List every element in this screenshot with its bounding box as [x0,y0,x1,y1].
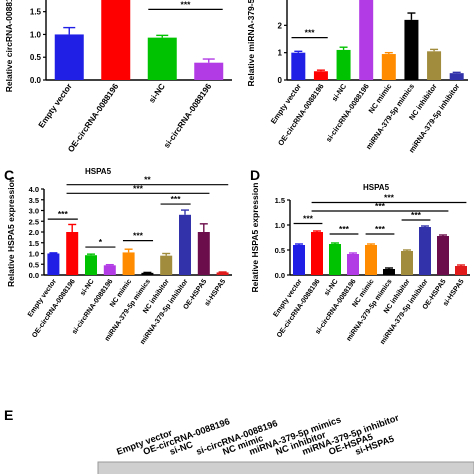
bar [293,245,305,275]
bar [427,51,442,80]
significance-label: *** [375,224,386,234]
bar [359,0,374,80]
y-tick-label: 0.5 [275,246,285,255]
bar [103,265,116,275]
panel-letter: C [4,167,14,183]
x-tick-label: si-circRNA-0088196 [324,82,371,144]
y-tick-label: 1.5 [30,8,42,17]
bar [401,251,413,275]
bar [47,253,60,275]
x-tick-label: si-NC [147,82,167,105]
bar [329,244,341,275]
y-tick-label: 1 [278,49,283,58]
y-axis-label: Relative circRNA-0088196 [4,0,14,92]
y-tick-label: 1.0 [29,250,39,259]
bar [455,266,467,275]
bar [313,71,328,80]
significance-label: *** [303,214,314,224]
bar [197,232,210,275]
y-tick-label: 3.5 [29,196,39,205]
chart-hspa5-c: 0.0 0.51.0 1.5 2.0 2.53.0 3.5 4.0 Relative HSPA… [4,167,232,346]
bar [449,73,464,80]
significance-label: *** [181,0,192,9]
y-tick-label: 3.0 [29,207,39,216]
bar [291,52,306,80]
bar [383,269,395,275]
bar [336,49,351,80]
y-tick-label: 0.0 [29,271,39,280]
bar [347,254,359,275]
y-tick-label: 2.0 [29,228,39,237]
bar [365,245,377,275]
bar [160,255,173,275]
x-tick-label: OE-circRNA-0088196 [66,82,120,154]
y-axis-label: Relative HSPA5 expression [6,177,16,287]
blot-membrane [97,461,474,474]
significance-label: *** [133,231,144,241]
y-tick-label: 0.0 [30,76,42,85]
significance-label: *** [171,194,182,204]
significance-label: *** [411,210,422,220]
significance-label: *** [375,201,386,211]
x-tick-label: si-NC [323,278,339,297]
significance-label: * [99,237,103,247]
significance-label: *** [133,183,144,193]
y-tick-label: 0.0 [275,271,285,280]
bar [101,0,131,80]
bar [437,236,449,275]
x-tick-label: si-NC [330,81,349,103]
bar [54,34,84,80]
x-tick-label: si-circRNA-0088196 [71,278,114,336]
y-tick-label: 1.5 [275,196,285,205]
bar [311,232,323,275]
bar [122,252,135,275]
bar [179,214,191,275]
bar [381,54,396,80]
significance-label: *** [58,209,69,219]
bar [216,272,229,275]
bar [85,255,97,275]
bar [141,272,154,275]
chart-title: HSPA5 [85,167,112,176]
panel-letter: E [4,407,13,423]
chart-circrna: 0.0 0.5 1.0 1.5 Relative circRNA-0088196 Empt… [4,0,232,154]
x-tick-label: si-NC [79,278,95,297]
y-tick-label: 0 [278,76,283,85]
significance-label: *** [305,28,316,38]
y-tick-label: 0.5 [30,53,42,62]
y-tick-label: 2 [278,21,283,30]
bar [419,227,431,275]
chart-title: HSPA5 [363,183,390,192]
x-tick-label: si-circRNA-0088196 [162,82,213,150]
y-tick-label: 1.5 [29,239,39,248]
x-tick-label: Empty vector [37,81,75,129]
significance-label: ** [144,175,151,185]
y-axis-label: Relative HSPA5 expression [250,183,260,293]
significance-label: *** [384,193,395,203]
bar [194,62,224,80]
bar [147,37,177,80]
y-tick-label: 2.5 [29,217,39,226]
y-axis-label: Relative miRNA-379-5p [246,0,256,87]
bar [404,19,419,80]
y-tick-label: 4.0 [29,185,39,194]
y-tick-label: 1.0 [275,221,285,230]
panel-letter: D [250,167,260,183]
significance-label: *** [339,224,350,234]
bar [66,232,79,275]
y-tick-label: 0.5 [29,260,39,269]
y-tick-label: 1.0 [30,30,42,39]
